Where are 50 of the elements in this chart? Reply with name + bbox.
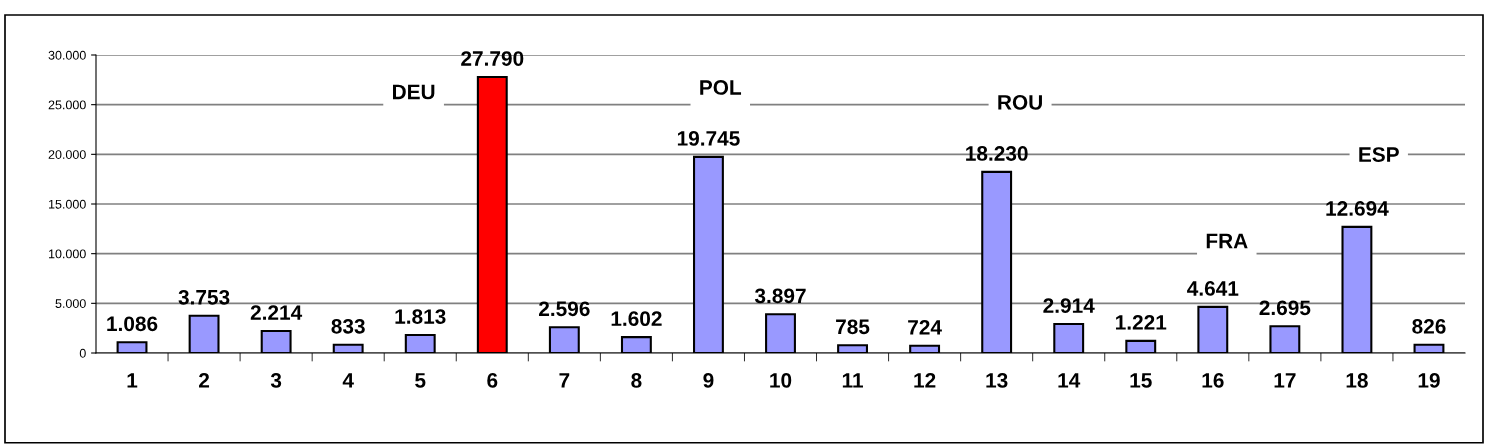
data-label: 27.790 [461, 51, 524, 66]
x-tick-label: 6 [487, 372, 498, 388]
y-tick-label: 0 [79, 348, 86, 358]
y-tick-label: 20.000 [48, 150, 86, 159]
x-tick-label: 4 [342, 373, 354, 388]
x-tick-label: 16 [1202, 372, 1224, 388]
x-tick-label: 18 [1346, 372, 1368, 388]
y-tick-label: 5.000 [55, 299, 86, 308]
x-tick-label: 5 [415, 373, 426, 388]
x-tick-label: 10 [770, 372, 792, 388]
data-label: 1.602 [611, 311, 662, 327]
data-label: 2.214 [250, 305, 303, 320]
annotation: FRA [1206, 233, 1248, 249]
annotation: ESP [1359, 147, 1399, 162]
x-tick-label: 9 [703, 372, 714, 388]
data-label: 785 [836, 319, 870, 335]
x-tick-label: 1 [127, 373, 138, 388]
x-tick-label: 14 [1058, 373, 1081, 388]
data-label: 833 [331, 318, 365, 334]
data-label: 1.221 [1116, 315, 1167, 330]
data-label: 724 [908, 319, 942, 335]
x-tick-label: 3 [270, 372, 282, 388]
x-tick-label: 12 [914, 372, 936, 388]
data-label: 19.745 [677, 131, 740, 146]
annotation: DEU [393, 84, 435, 100]
y-tick-label: 15.000 [49, 199, 86, 209]
data-label: 4.641 [1187, 281, 1239, 296]
y-tick-label: 10.000 [49, 249, 86, 259]
annotation: POL [700, 80, 742, 95]
x-tick-label: 7 [559, 373, 570, 388]
data-label: 2.596 [539, 301, 590, 317]
x-tick-label: 15 [1130, 373, 1152, 388]
x-tick-label: 17 [1274, 373, 1296, 388]
y-tick-label: 30.000 [48, 50, 86, 60]
data-label: 2.695 [1259, 300, 1311, 316]
y-tick-label: 25.000 [48, 100, 86, 110]
data-label: 3.753 [178, 289, 230, 305]
data-label: 18.230 [966, 146, 1028, 161]
data-label: 1.086 [107, 316, 158, 332]
annotation: ROU [998, 95, 1042, 110]
data-label: 12.694 [1326, 201, 1389, 216]
data-label: 3.897 [754, 288, 806, 304]
x-tick-label: 13 [986, 372, 1008, 388]
data-label: 1.813 [395, 309, 446, 324]
x-tick-label: 8 [631, 372, 642, 388]
data-label: 826 [1412, 318, 1446, 334]
x-tick-label: 11 [842, 373, 863, 388]
data-label: 2.914 [1043, 298, 1095, 313]
x-tick-label: 19 [1418, 372, 1440, 388]
x-tick-label: 2 [199, 372, 210, 388]
